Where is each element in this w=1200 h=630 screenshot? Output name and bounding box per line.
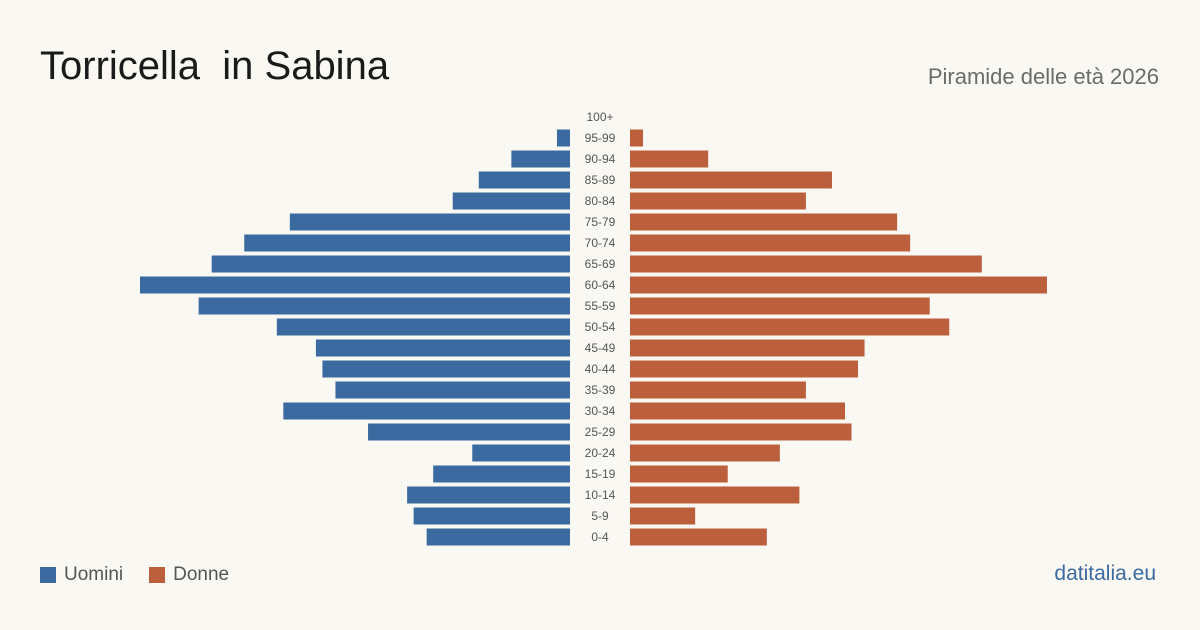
bar-men [322, 360, 570, 378]
age-label: 25-29 [585, 425, 616, 439]
bar-women [630, 486, 800, 504]
bar-women [630, 465, 728, 483]
chart-subtitle: Piramide delle età 2026 [927, 64, 1159, 89]
age-label: 20-24 [585, 446, 616, 460]
bar-men [556, 129, 570, 147]
age-label: 55-59 [585, 299, 616, 313]
bar-women [630, 276, 1047, 294]
age-label: 0-4 [591, 530, 609, 544]
bar-men [368, 423, 570, 441]
bar-women [630, 381, 806, 399]
bar-women [630, 213, 898, 231]
bar-men [335, 381, 570, 399]
legend-item-men: Uomini [40, 564, 123, 586]
bar-men [413, 507, 570, 525]
bar-men [276, 318, 570, 336]
age-label: 80-84 [585, 194, 616, 208]
age-label: 95-99 [585, 131, 616, 145]
age-label: 40-44 [585, 362, 616, 376]
bar-women [630, 297, 930, 315]
age-label: 65-69 [585, 257, 616, 271]
age-label: 10-14 [585, 488, 616, 502]
bar-women [630, 192, 806, 210]
age-label: 75-79 [585, 215, 616, 229]
brand-link[interactable]: datitalia.eu [1054, 562, 1156, 585]
bar-men [244, 234, 570, 252]
bar-women [630, 255, 982, 273]
bar-women [630, 318, 950, 336]
legend-item-women: Donne [149, 564, 229, 586]
bar-women [630, 360, 859, 378]
bar-men [452, 192, 570, 210]
bar-men [478, 171, 570, 189]
bar-women [630, 423, 852, 441]
age-label: 85-89 [585, 173, 616, 187]
page-title: Torricella in Sabina [40, 44, 390, 88]
age-label: 35-39 [585, 383, 616, 397]
age-label: 30-34 [585, 404, 616, 418]
bar-men [315, 339, 570, 357]
age-label: 45-49 [585, 341, 616, 355]
age-label: 5-9 [591, 509, 609, 523]
bar-men [283, 402, 570, 420]
bar-women [630, 129, 644, 147]
legend-swatch-men [40, 567, 56, 583]
chart-legend: Uomini Donne [40, 564, 255, 586]
age-label: 50-54 [585, 320, 616, 334]
legend-swatch-women [149, 567, 166, 583]
legend-label-men: Uomini [64, 564, 124, 585]
bar-men [472, 444, 570, 462]
bar-men [407, 486, 570, 504]
bar-men [211, 255, 570, 273]
bar-men [198, 297, 571, 315]
bar-men [433, 465, 570, 483]
bar-men [426, 528, 570, 546]
bar-women [630, 171, 832, 189]
bar-women [630, 444, 780, 462]
age-label: 60-64 [585, 278, 616, 292]
age-label: 90-94 [585, 152, 616, 166]
bar-women [630, 402, 845, 420]
age-label: 100+ [586, 110, 613, 124]
age-label: 70-74 [585, 236, 616, 250]
bar-women [630, 528, 767, 546]
bar-men [289, 213, 570, 231]
bar-women [630, 150, 709, 168]
bar-women [630, 339, 865, 357]
bar-women [630, 507, 696, 525]
bar-women [630, 234, 911, 252]
bar-men [511, 150, 570, 168]
bar-men [140, 276, 570, 294]
legend-label-women: Donne [173, 564, 230, 585]
age-label: 15-19 [585, 467, 616, 481]
